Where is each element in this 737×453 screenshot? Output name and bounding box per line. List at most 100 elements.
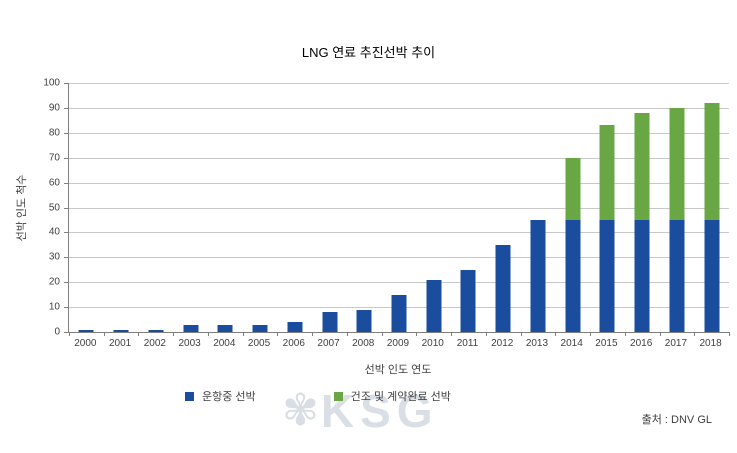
bar-slot-2006 xyxy=(277,83,312,332)
bar-segment-2011 xyxy=(460,269,476,332)
x-tick-label-2013: 2013 xyxy=(525,338,549,349)
y-tick-label: 10 xyxy=(48,301,60,313)
bar-segment-2010 xyxy=(426,279,442,332)
gridline xyxy=(69,182,729,184)
bar-2009 xyxy=(391,294,407,332)
y-tick-mark xyxy=(64,83,68,84)
bar-2002 xyxy=(148,329,164,332)
gridline xyxy=(69,107,729,109)
y-tick-mark xyxy=(64,232,68,234)
gridline xyxy=(69,207,729,209)
bar-segment-2005 xyxy=(252,324,268,332)
x-tick-mark xyxy=(207,332,209,336)
x-tick-mark xyxy=(346,332,348,336)
bar-slot-2016 xyxy=(625,83,660,332)
x-tick-label-2015: 2015 xyxy=(595,338,618,349)
x-tick-label-2003: 2003 xyxy=(178,338,201,349)
bar-segment-2008 xyxy=(356,309,372,332)
y-tick-label: 90 xyxy=(48,102,60,114)
bar-slot-2017 xyxy=(660,83,695,332)
y-tick-label: 0 xyxy=(54,326,60,338)
bar-segment-2014 xyxy=(565,219,581,332)
y-tick-mark xyxy=(64,182,68,184)
x-tick-mark xyxy=(277,332,279,336)
bar-2000 xyxy=(78,329,94,332)
bar-segment-2013 xyxy=(530,219,546,332)
bar-slot-2004 xyxy=(208,83,243,332)
x-tick-mark xyxy=(242,332,244,336)
source-label: 출처 : DNV GL xyxy=(641,414,712,426)
legend-swatch-blue-icon xyxy=(185,391,194,401)
bar-2001 xyxy=(113,329,129,332)
y-tick-label: 60 xyxy=(48,177,60,189)
y-tick-label: 100 xyxy=(43,77,60,89)
bar-segment-2001 xyxy=(113,329,129,332)
x-tick-label-2012: 2012 xyxy=(491,338,514,349)
legend: 운항중 선박 건조 및 계약완료 선박 xyxy=(185,388,451,404)
bar-2011 xyxy=(460,269,476,332)
bar-2008 xyxy=(356,309,372,332)
bar-2013 xyxy=(530,219,546,332)
y-tick-label: 50 xyxy=(48,202,60,213)
x-tick-label-2007: 2007 xyxy=(317,338,340,349)
bar-segment-2014 xyxy=(565,157,581,220)
y-tick-label: 80 xyxy=(48,127,60,139)
legend-label-operating: 운항중 선박 xyxy=(202,391,256,403)
bar-segment-2000 xyxy=(78,329,94,332)
y-tick-label: 20 xyxy=(48,276,60,288)
y-tick-label: 30 xyxy=(48,251,60,263)
bar-segment-2017 xyxy=(669,107,685,220)
y-tick-mark xyxy=(64,332,68,333)
bar-slot-2018 xyxy=(694,83,729,332)
bar-2012 xyxy=(495,244,511,332)
gridline xyxy=(69,257,729,259)
bar-slot-2003 xyxy=(173,83,208,332)
plot-area xyxy=(64,83,730,336)
bar-slot-2013 xyxy=(521,83,556,332)
bar-2007 xyxy=(322,312,338,332)
x-tick-label-2000: 2000 xyxy=(74,338,97,349)
x-tick-mark xyxy=(381,332,383,336)
bar-slot-2005 xyxy=(243,83,278,332)
x-tick-label-2001: 2001 xyxy=(108,338,132,349)
gridline xyxy=(69,282,729,284)
y-tick-mark xyxy=(64,207,68,209)
x-tick-label-2002: 2002 xyxy=(143,338,166,349)
bar-segment-2006 xyxy=(287,322,303,332)
gridline xyxy=(69,83,729,84)
y-tick-mark xyxy=(64,282,68,284)
bar-slot-2009 xyxy=(382,83,417,332)
y-tick-mark xyxy=(64,257,68,259)
legend-item-ordered: 건조 및 계약완료 선박 xyxy=(333,388,451,404)
bar-2003 xyxy=(183,324,199,332)
x-tick-label-2016: 2016 xyxy=(630,338,653,349)
x-tick-label-2004: 2004 xyxy=(213,338,236,349)
chart-title: LNG 연료 추진선박 추이 xyxy=(301,45,436,60)
bar-2005 xyxy=(252,324,268,332)
x-tick-mark xyxy=(624,332,626,336)
x-tick-label-2008: 2008 xyxy=(352,338,375,349)
bar-slot-2001 xyxy=(104,83,139,332)
bar-2006 xyxy=(287,322,303,332)
bar-slot-2002 xyxy=(138,83,173,332)
bar-2014 xyxy=(565,157,581,332)
bar-slot-2012 xyxy=(486,83,521,332)
bar-segment-2003 xyxy=(183,324,199,332)
bar-2018 xyxy=(704,102,720,332)
x-tick-mark xyxy=(312,332,314,336)
x-tick-label-2014: 2014 xyxy=(560,338,583,349)
legend-item-operating: 운항중 선박 xyxy=(185,388,256,404)
x-tick-label-2010: 2010 xyxy=(421,338,444,349)
x-tick-mark xyxy=(659,332,661,336)
bar-segment-2009 xyxy=(391,294,407,332)
bar-segment-2017 xyxy=(669,219,685,332)
ksg-watermark: ✾ KSG xyxy=(282,376,482,446)
bar-2016 xyxy=(634,112,650,332)
x-tick-label-2018: 2018 xyxy=(699,338,722,349)
x-tick-mark xyxy=(485,332,487,336)
bar-segment-2015 xyxy=(599,219,615,332)
x-tick-mark xyxy=(555,332,557,336)
bar-segment-2016 xyxy=(634,219,650,332)
y-tick-mark xyxy=(64,157,68,159)
bar-segment-2015 xyxy=(599,125,615,220)
